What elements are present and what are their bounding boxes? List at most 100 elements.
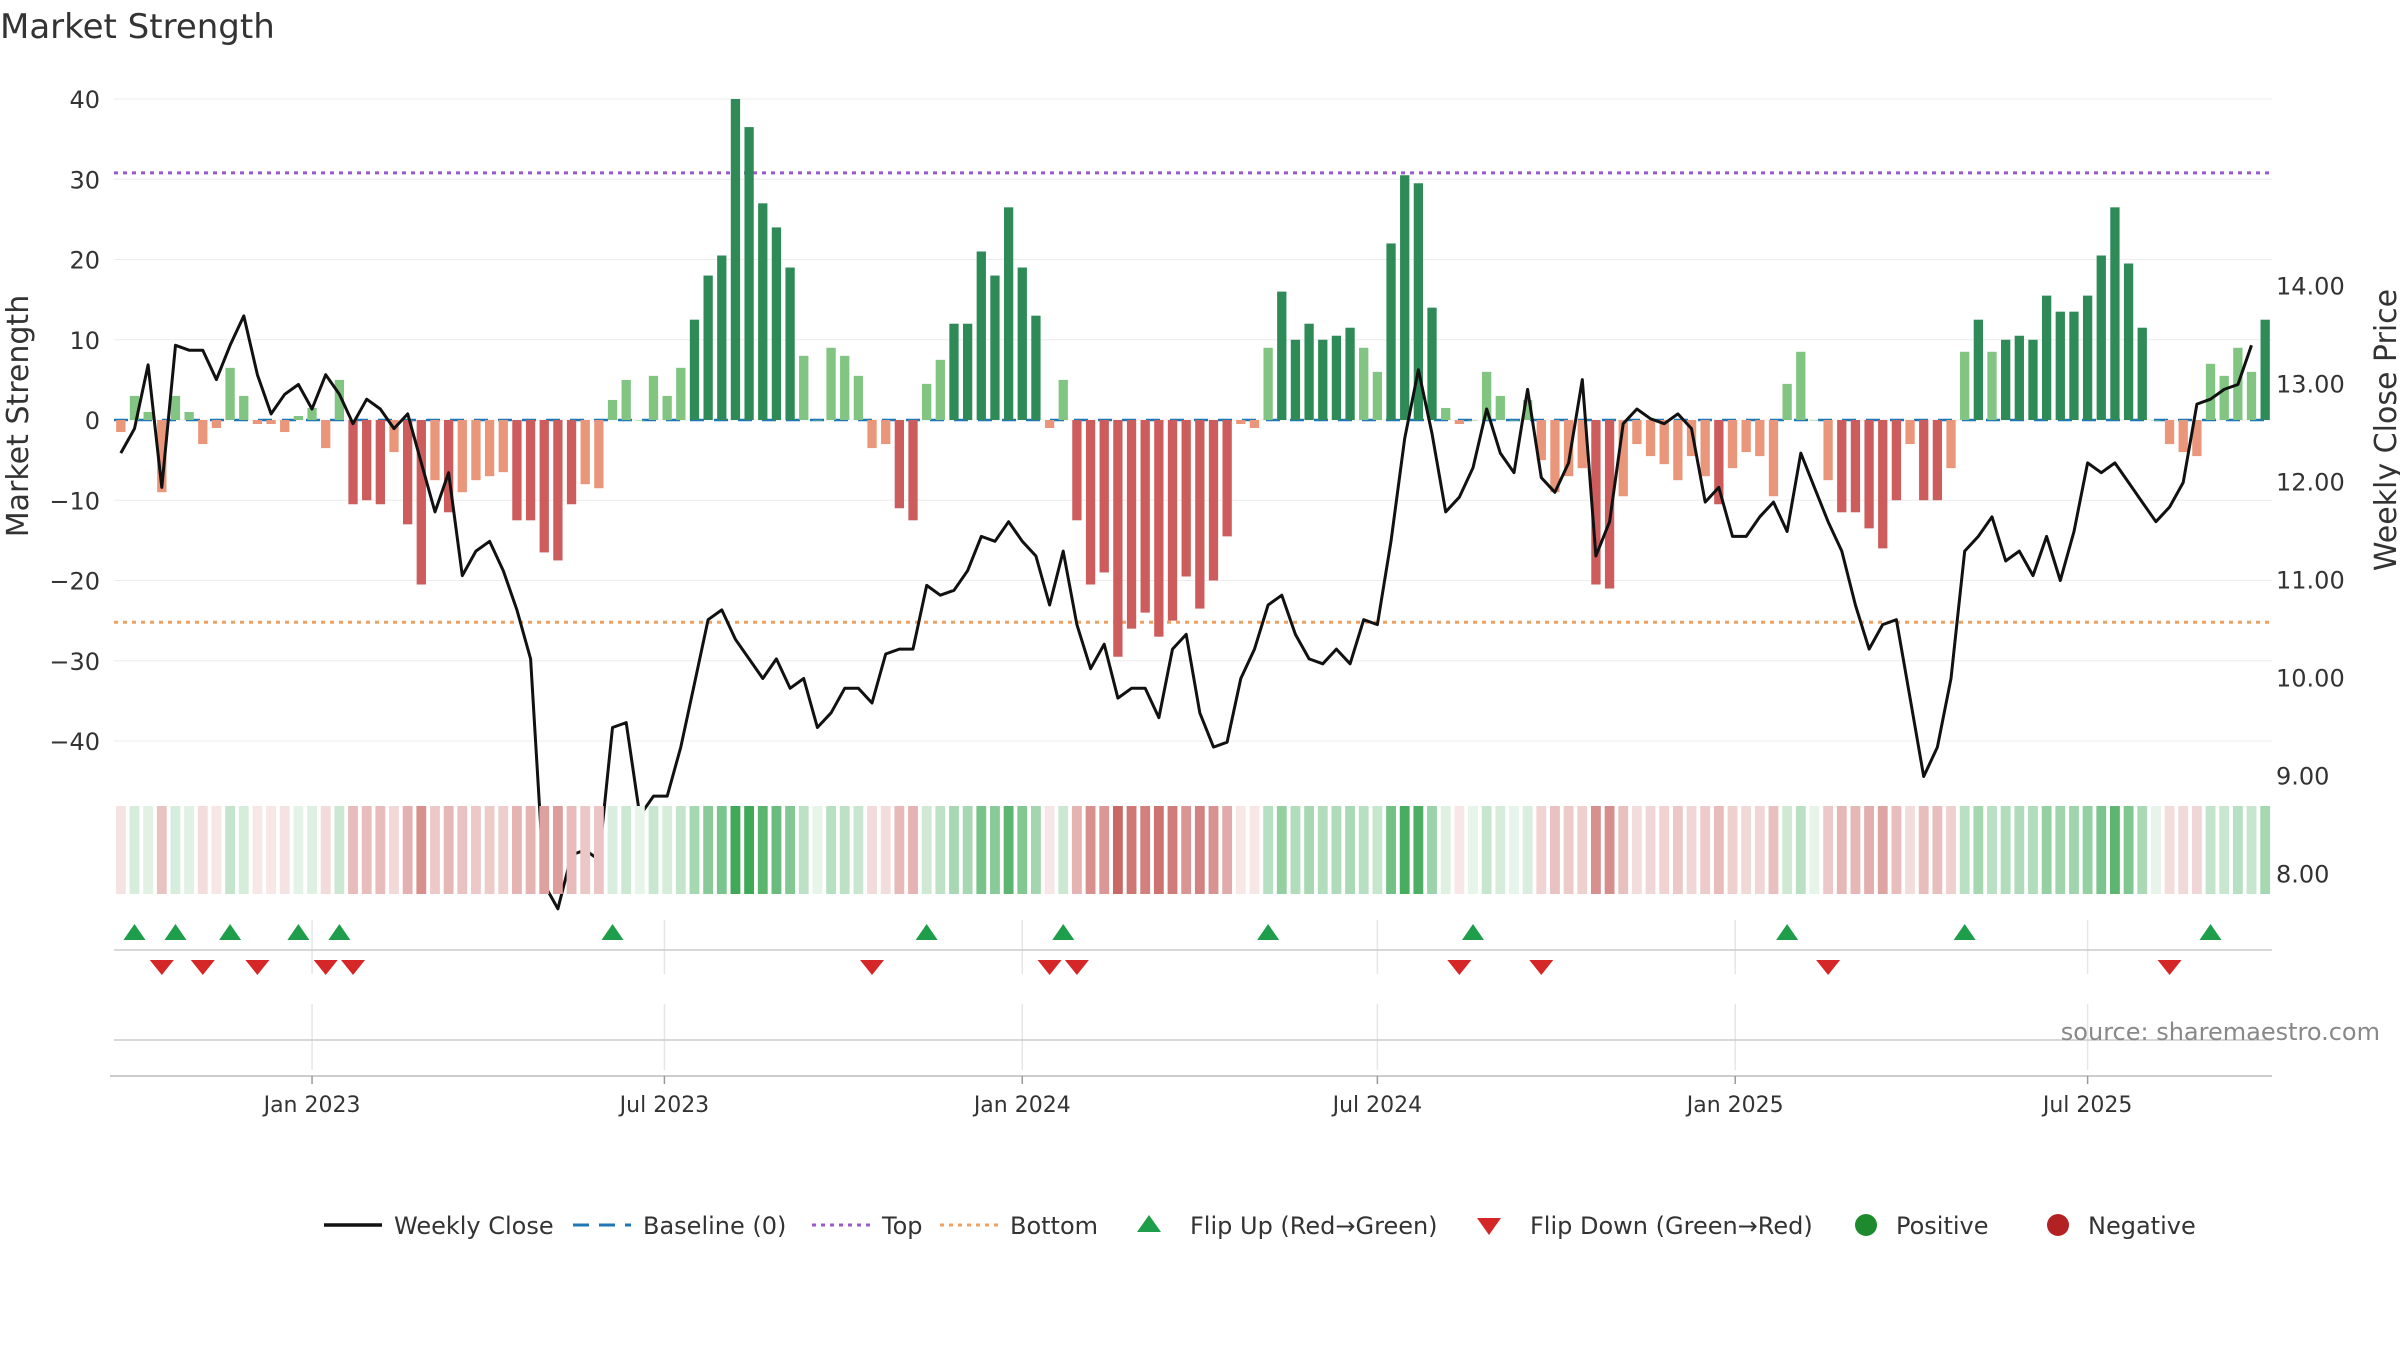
heat-cell <box>962 806 973 894</box>
heat-cell <box>662 806 673 894</box>
flip-down-marker <box>1064 960 1089 975</box>
strength-bar <box>170 395 181 420</box>
weekly-close-line <box>119 314 2253 911</box>
heat-cell <box>894 806 905 894</box>
strength-bar <box>1003 207 1014 420</box>
heat-cell <box>757 806 768 894</box>
strength-bar <box>416 420 426 585</box>
strength-bar <box>1850 420 1861 513</box>
strength-bar <box>1891 420 1902 501</box>
heat-cell <box>1604 806 1615 894</box>
heat-cell <box>1509 806 1519 894</box>
chart-title: Market Strength <box>0 7 275 47</box>
strength-bar <box>1755 420 1765 457</box>
heat-cell <box>293 806 304 894</box>
flip-up-marker <box>328 924 351 940</box>
heat-cell <box>1290 806 1301 894</box>
strength-bar <box>293 415 304 420</box>
right-tick-label: 14.00 <box>2276 273 2345 301</box>
heat-cell <box>2055 806 2066 894</box>
strength-bar <box>1714 420 1724 505</box>
strength-bar <box>1509 420 1519 421</box>
heat-cell <box>730 806 741 894</box>
strength-bar <box>662 395 672 420</box>
heat-cell <box>2246 806 2257 894</box>
heat-cell <box>1194 806 1205 894</box>
strength-bar <box>1522 399 1533 420</box>
strength-bar <box>1604 420 1615 589</box>
strength-bar <box>2041 295 2052 420</box>
heat-cell <box>416 806 427 894</box>
left-tick-label: −10 <box>49 487 100 515</box>
legend-label: Negative <box>2088 1212 2196 1240</box>
heat-cell <box>648 806 659 894</box>
legend-label: Top <box>881 1212 923 1240</box>
strength-bar <box>1359 347 1369 420</box>
strength-bar <box>184 411 194 420</box>
strength-bar <box>1591 420 1601 585</box>
heat-cell <box>1276 806 1287 894</box>
strength-bar <box>1741 420 1751 453</box>
heat-cell <box>2082 806 2093 894</box>
strength-bars <box>116 99 2270 657</box>
right-axis-title: Weekly Close Price <box>2369 289 2400 571</box>
strength-bar <box>1099 420 1109 573</box>
heat-cell <box>389 806 399 894</box>
strength-bar <box>2205 363 2216 420</box>
legend-swatch-flip-down <box>1477 1218 1501 1235</box>
strength-bar <box>2192 420 2202 457</box>
right-tick-label: 11.00 <box>2276 567 2345 595</box>
left-tick-label: 30 <box>69 166 100 194</box>
flip-down-marker <box>341 960 366 975</box>
heat-cell <box>1058 806 1069 894</box>
heat-cell <box>703 806 714 894</box>
strength-bar <box>1249 420 1260 429</box>
date-tick-label: Jul 2023 <box>618 1093 710 1118</box>
left-axis-ticks: 40 30 20 10 0 −10 −20 −30 −40 <box>49 86 100 756</box>
heat-cell <box>266 806 276 894</box>
strength-bar <box>1181 420 1191 577</box>
heat-cell <box>2000 806 2011 894</box>
strength-bar <box>1536 420 1546 461</box>
strength-bar <box>676 367 686 420</box>
heat-cell <box>675 806 686 894</box>
heat-cell <box>1317 806 1328 894</box>
strength-bar <box>321 420 331 449</box>
strength-bar <box>211 420 222 429</box>
right-tick-label: 10.00 <box>2276 665 2345 693</box>
strength-bar <box>1878 420 1888 549</box>
heat-cell <box>1591 806 1601 894</box>
strength-bar <box>430 420 440 481</box>
strength-bar <box>129 395 140 420</box>
heat-cell <box>1495 806 1506 894</box>
heat-cell <box>1126 806 1137 894</box>
heat-cell <box>1031 806 1041 894</box>
heat-cell <box>430 806 440 894</box>
heat-cell <box>211 806 222 894</box>
flip-down-marker <box>2157 960 2182 975</box>
flip-markers <box>123 924 2222 975</box>
source-label: source: sharemaestro.com <box>2061 1018 2380 1046</box>
left-tick-label: 20 <box>69 247 100 275</box>
left-tick-label: −30 <box>49 648 100 676</box>
strength-bar <box>607 399 618 420</box>
heat-cell <box>1959 806 1970 894</box>
strength-bar <box>867 420 877 449</box>
heat-cell <box>525 806 536 894</box>
heat-cell <box>1754 806 1765 894</box>
strength-bar <box>1277 291 1287 420</box>
strength-bar <box>1823 420 1833 481</box>
strength-bar <box>689 319 700 420</box>
heat-cell <box>2260 806 2271 894</box>
left-tick-label: 40 <box>69 86 100 114</box>
legend-swatch-circle <box>2047 1214 2069 1236</box>
heat-cell <box>1891 806 1902 894</box>
right-tick-label: 13.00 <box>2276 371 2345 399</box>
heat-cell <box>443 806 454 894</box>
heat-cell <box>1413 806 1424 894</box>
strength-bar <box>1345 327 1355 420</box>
flip-down-marker <box>149 960 174 975</box>
left-tick-label: 0 <box>85 407 100 435</box>
strength-bar <box>1932 420 1943 501</box>
heat-cell <box>634 806 645 894</box>
